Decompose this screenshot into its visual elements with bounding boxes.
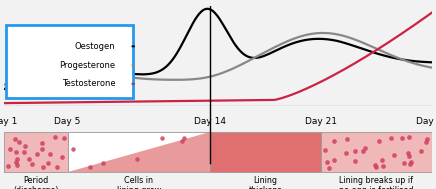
Point xyxy=(399,137,405,140)
Point xyxy=(100,162,107,165)
Point xyxy=(371,164,378,167)
Point xyxy=(28,163,35,166)
Point xyxy=(38,141,45,144)
Point xyxy=(12,150,19,153)
Point xyxy=(401,161,408,164)
Bar xyxy=(321,132,432,173)
Point xyxy=(86,165,93,168)
Text: Progesterone: Progesterone xyxy=(59,61,116,70)
Point xyxy=(343,152,350,155)
Text: Period
(discharge): Period (discharge) xyxy=(13,176,59,189)
Point xyxy=(380,164,387,167)
Text: Testosterone: Testosterone xyxy=(62,79,116,88)
Bar xyxy=(4,132,68,173)
Point xyxy=(405,151,412,154)
Text: Day 5: Day 5 xyxy=(54,117,81,126)
Point xyxy=(133,157,140,160)
Point xyxy=(11,137,18,140)
Point xyxy=(325,167,332,170)
Point xyxy=(7,148,14,151)
Point xyxy=(52,136,59,139)
Point xyxy=(16,141,23,144)
Point xyxy=(362,146,369,149)
Point xyxy=(391,153,398,156)
Text: Lining breaks up if
no egg is fertilised: Lining breaks up if no egg is fertilised xyxy=(339,176,413,189)
Point xyxy=(375,140,382,143)
Point xyxy=(424,138,431,141)
Point xyxy=(159,136,166,139)
Point xyxy=(360,149,367,152)
Point xyxy=(324,160,331,163)
Point xyxy=(422,141,429,144)
Point xyxy=(407,160,414,163)
Bar xyxy=(210,132,321,173)
Point xyxy=(378,158,385,161)
FancyBboxPatch shape xyxy=(7,25,133,98)
Point xyxy=(14,164,21,167)
Point xyxy=(45,161,52,164)
Point xyxy=(12,160,19,163)
Point xyxy=(25,157,32,160)
Point xyxy=(46,152,53,155)
Point xyxy=(60,136,67,139)
Point xyxy=(34,153,41,156)
Text: Day 21: Day 21 xyxy=(305,117,337,126)
Point xyxy=(406,155,413,158)
Point xyxy=(405,136,412,139)
Point xyxy=(407,162,414,165)
Text: Day 1: Day 1 xyxy=(0,117,17,126)
Text: Lining
thickens: Lining thickens xyxy=(249,176,282,189)
Point xyxy=(181,137,188,140)
Point xyxy=(344,137,351,140)
Point xyxy=(14,157,21,160)
Point xyxy=(330,140,337,143)
Point xyxy=(178,140,185,143)
Point xyxy=(20,151,27,154)
Point xyxy=(321,149,328,152)
Point xyxy=(351,159,358,162)
Bar xyxy=(68,132,210,173)
Polygon shape xyxy=(68,132,210,173)
Point xyxy=(418,150,425,153)
Point xyxy=(388,136,395,139)
Text: Day 28: Day 28 xyxy=(416,117,436,126)
Point xyxy=(39,166,46,169)
Point xyxy=(21,145,28,148)
Point xyxy=(38,147,45,150)
Point xyxy=(59,155,66,158)
Text: Oestogen: Oestogen xyxy=(75,42,116,51)
Point xyxy=(69,147,76,150)
Text: Cells in
lining grow: Cells in lining grow xyxy=(117,176,161,189)
Point xyxy=(351,149,358,152)
Point xyxy=(330,159,337,162)
Point xyxy=(372,166,379,169)
Point xyxy=(4,165,11,168)
Text: Day 14: Day 14 xyxy=(194,117,226,126)
Point xyxy=(54,165,61,168)
